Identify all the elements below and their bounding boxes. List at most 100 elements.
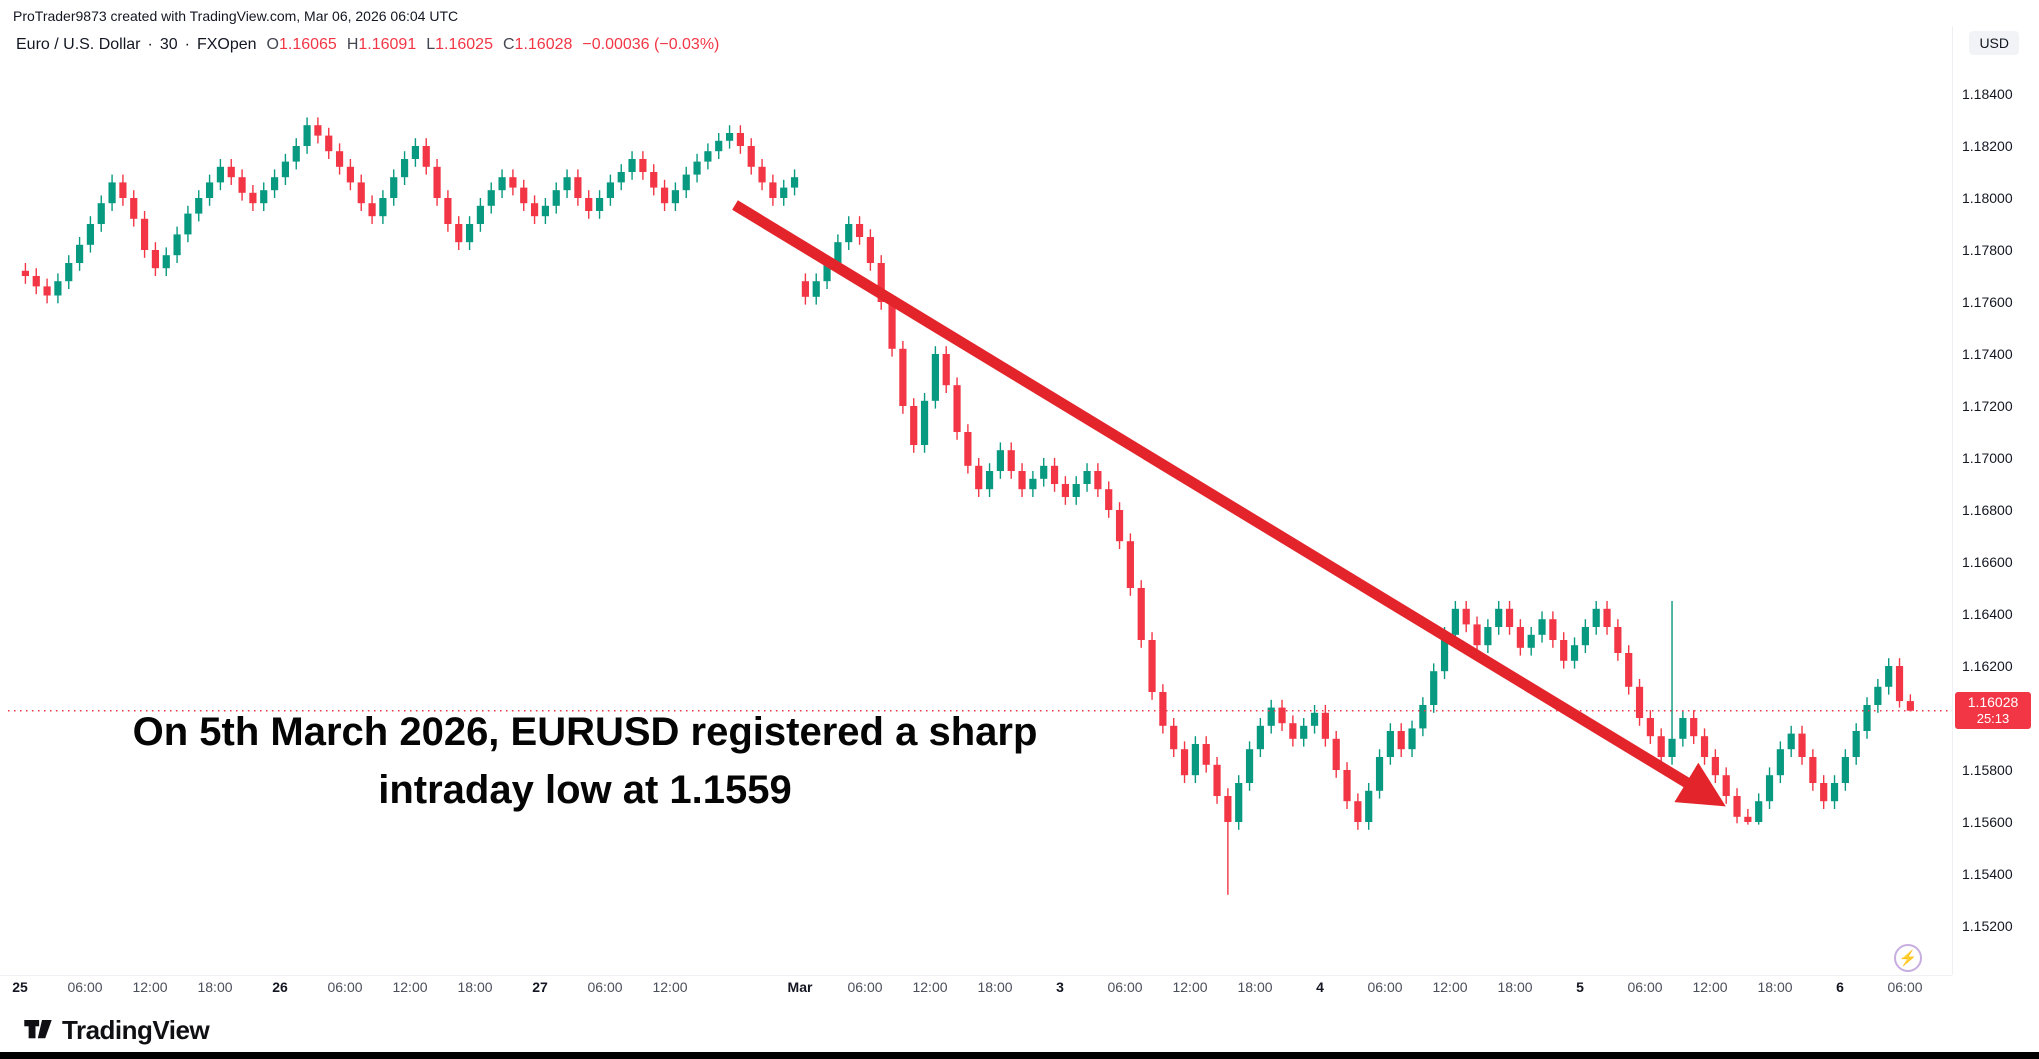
candle [1668, 601, 1676, 765]
candle [108, 174, 116, 211]
candle [747, 138, 755, 175]
candle [498, 169, 506, 198]
time-axis[interactable]: 25 06:00 12:00 18:00 26 06:00 12:00 18:00 27 06:0… [0, 975, 1952, 1005]
ohlc-open: O1.16065 [267, 36, 337, 54]
time-axis-label: 06:00 [327, 979, 363, 995]
candle [1700, 728, 1709, 765]
candles-layer [21, 117, 1914, 895]
price-axis-label: 1.15400 [1962, 866, 2013, 882]
candle [400, 151, 409, 185]
price-axis-label: 1.15800 [1962, 762, 2013, 778]
candle [54, 273, 62, 304]
candle [1614, 619, 1622, 661]
candle [736, 125, 744, 154]
candle [931, 346, 939, 409]
low-letter: L [426, 36, 436, 53]
candle [1115, 502, 1124, 549]
candle [325, 127, 333, 159]
candle [628, 151, 636, 180]
price-axis-label: 1.18400 [1962, 86, 2013, 102]
time-axis-label: 12:00 [1432, 979, 1468, 995]
high-letter: H [346, 36, 359, 53]
candle [130, 190, 138, 227]
candle [346, 159, 355, 191]
price-change: −0.00036 (−0.03%) [582, 36, 720, 53]
candle [1083, 463, 1091, 492]
candle [390, 169, 398, 206]
candle [1029, 471, 1037, 497]
price-axis-label: 1.17400 [1962, 346, 2013, 362]
candle [281, 153, 290, 185]
candle [1744, 809, 1752, 825]
candle [650, 164, 658, 196]
candle [368, 195, 376, 224]
time-axis-label: 12:00 [1692, 979, 1728, 995]
candle [509, 169, 517, 196]
candle [617, 164, 625, 191]
time-axis-label: 06:00 [1107, 979, 1143, 995]
candle [1061, 476, 1069, 505]
candle [1018, 463, 1026, 497]
candle [1538, 611, 1546, 643]
price-axis-label: 1.15200 [1962, 918, 2013, 934]
candle [1484, 619, 1492, 653]
lightning-glyph: ⚡ [1898, 950, 1918, 967]
candle [32, 268, 40, 295]
bar-countdown: 25:13 [1976, 711, 2010, 726]
candle [1332, 731, 1340, 778]
price-axis-label: 1.16600 [1962, 554, 2013, 570]
close-letter: C [502, 36, 515, 53]
time-axis-label: 18:00 [1237, 979, 1273, 995]
currency-button[interactable]: USD [1969, 31, 2019, 55]
time-axis-label: 12:00 [912, 979, 948, 995]
candle [184, 205, 192, 243]
candle [1592, 601, 1600, 635]
candle [1451, 601, 1459, 643]
candle [1885, 658, 1893, 695]
candle [1397, 723, 1405, 757]
candle [660, 179, 669, 211]
candle [790, 169, 799, 196]
time-axis-label: 25 [12, 979, 28, 995]
candle [292, 138, 300, 170]
time-axis-label: 18:00 [977, 979, 1013, 995]
candle [1711, 749, 1719, 783]
candle [1105, 481, 1113, 518]
time-axis-label: 6 [1836, 979, 1844, 995]
candle [704, 143, 712, 170]
candle [671, 182, 679, 211]
flash-icon[interactable]: ⚡ [1894, 944, 1922, 972]
candle [1549, 611, 1557, 648]
candle [1722, 767, 1730, 804]
candle [855, 216, 864, 245]
price-axis-label: 1.18200 [1962, 138, 2013, 154]
candle [1852, 723, 1860, 765]
candle [899, 341, 907, 414]
time-axis-label: 18:00 [457, 979, 493, 995]
symbol-legend[interactable]: Euro / U.S. Dollar · 30 · FXOpen O1.1606… [16, 36, 719, 54]
candle [1126, 533, 1134, 596]
ohlc-high: H1.16091 [347, 36, 416, 54]
candle [1863, 697, 1871, 739]
candle [1603, 601, 1611, 635]
candle [585, 190, 593, 219]
candle [985, 463, 994, 497]
tradingview-brand-text[interactable]: TradingView [62, 1015, 210, 1045]
last-price-badge[interactable]: 1.16028 25:13 [1955, 692, 2031, 729]
legend-separator: · [147, 36, 153, 53]
trend-arrow[interactable] [732, 200, 1726, 807]
candle [1895, 658, 1904, 708]
candle [530, 195, 539, 224]
candle [1354, 793, 1362, 830]
candle [1310, 705, 1319, 734]
price-axis-divider [1952, 26, 1953, 975]
open-value: 1.16065 [278, 36, 337, 53]
candle [216, 159, 225, 191]
candle [476, 198, 485, 232]
candle [173, 226, 181, 263]
annotation-text[interactable]: On 5th March 2026, EURUSD registered a s… [85, 703, 1085, 819]
candle [1159, 684, 1167, 734]
tradingview-logo-icon[interactable] [22, 1012, 54, 1044]
candle [433, 159, 441, 206]
